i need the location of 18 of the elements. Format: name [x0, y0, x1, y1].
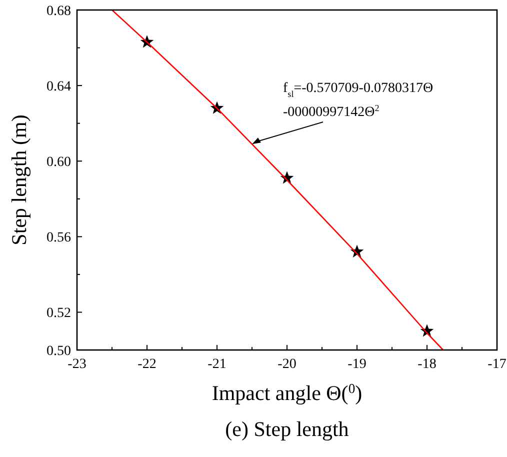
x-tick-label: -23 [68, 357, 86, 372]
y-tick-label: 0.60 [46, 155, 71, 170]
x-tick-label: -20 [278, 357, 296, 372]
x-tick-label: -21 [208, 357, 226, 372]
y-tick-label: 0.52 [46, 306, 71, 322]
x-tick-label: -19 [348, 357, 366, 372]
y-axis-title: Step length (m) [7, 114, 31, 246]
text: (e) Step length [225, 417, 350, 441]
x-tick-label: -22 [138, 357, 156, 372]
y-tick-label: 0.64 [46, 80, 71, 95]
annotation: f$_{sl}$=-0.570709-0.0780317Θ -00000997142Θ$^{2}$ [283, 81, 434, 120]
y-tick-label: 0.68 [46, 4, 71, 19]
line-series [111, 10, 444, 350]
x-axis-title: Impact angle Θ($^{0}$) [212, 380, 362, 405]
x-tick-label: -17 [488, 357, 506, 372]
x-tick-label: -18 [418, 357, 436, 372]
y-tick-label: 0.56 [46, 230, 71, 246]
y-tick-label: 0.50 [46, 344, 71, 359]
